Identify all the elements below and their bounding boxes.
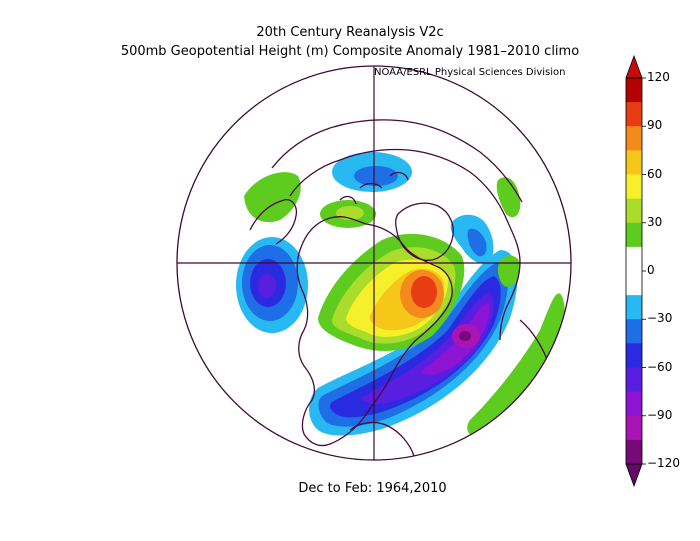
colorbar-tick-label: −90 bbox=[647, 407, 673, 422]
greenland-outline bbox=[395, 202, 454, 261]
colorbar-segment bbox=[626, 222, 642, 248]
positive-east-2 bbox=[467, 293, 565, 437]
colorbar-segment bbox=[626, 198, 642, 224]
north-america-outline bbox=[296, 216, 453, 447]
colorbar-tick-label: 30 bbox=[647, 214, 663, 229]
arctic-low-inner bbox=[354, 166, 398, 186]
colorbar bbox=[625, 54, 646, 488]
negative-core-inner bbox=[459, 331, 471, 341]
title-line-2: 500mb Geopotential Height (m) Composite … bbox=[120, 44, 580, 59]
colorbar-segment bbox=[626, 126, 642, 151]
colorbar-segment bbox=[626, 343, 642, 368]
colorbar-tick-label: −120 bbox=[647, 456, 680, 470]
positive-east-1 bbox=[496, 177, 521, 218]
credit-label: NOAA/ESRL Physical Sciences Division bbox=[374, 67, 566, 78]
south-america-outline bbox=[349, 421, 415, 457]
colorbar-tick-label: −30 bbox=[647, 311, 673, 326]
negative-arm-north-inner bbox=[467, 228, 487, 257]
title-line-1: 20th Century Reanalysis V2c bbox=[256, 25, 444, 40]
colorbar-segment bbox=[626, 319, 642, 344]
asia-coast bbox=[249, 199, 298, 245]
colorbar-segment bbox=[626, 367, 642, 393]
islands-north bbox=[339, 171, 409, 205]
colorbar-tick-label: 90 bbox=[647, 118, 663, 133]
positive-6 bbox=[411, 276, 437, 308]
pacific-low-core bbox=[258, 274, 276, 298]
colorbar-tick-label: 60 bbox=[647, 166, 663, 181]
colorbar-tick-label: 0 bbox=[647, 263, 655, 277]
colorbar-tick-label: −60 bbox=[647, 359, 673, 374]
negative-band-5 bbox=[420, 303, 490, 375]
eurasia-outline bbox=[289, 148, 521, 341]
colorbar-segment bbox=[626, 150, 642, 175]
colorbar-segment bbox=[626, 246, 642, 272]
colorbar-tick-label: 120 bbox=[647, 70, 670, 84]
colorbar-segment bbox=[626, 174, 642, 200]
colorbar-segment bbox=[626, 78, 642, 103]
positive-west bbox=[244, 172, 301, 223]
colorbar-segment bbox=[626, 439, 642, 465]
colorbar-segment bbox=[626, 415, 642, 441]
colorbar-segment bbox=[626, 271, 642, 296]
negative-band-3 bbox=[329, 276, 501, 418]
colorbar-segment bbox=[626, 391, 642, 417]
colorbar-max-arrow bbox=[625, 54, 643, 79]
eurasia-coast-2 bbox=[271, 119, 523, 203]
continent-outlines bbox=[249, 119, 554, 457]
colorbar-segment bbox=[626, 295, 642, 320]
colorbar-segment bbox=[626, 102, 642, 127]
map-border bbox=[176, 65, 572, 461]
period-label: Dec to Feb: 1964,2010 bbox=[298, 481, 447, 496]
